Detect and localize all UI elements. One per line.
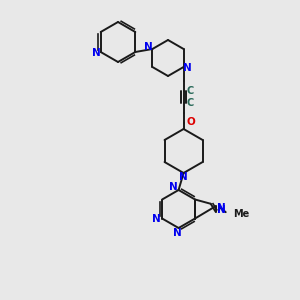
Text: N: N	[179, 172, 188, 182]
Text: C: C	[187, 86, 194, 96]
Text: Me: Me	[233, 209, 249, 219]
Text: N: N	[217, 203, 226, 213]
Text: N: N	[152, 214, 161, 224]
Text: N: N	[217, 205, 226, 215]
Text: C: C	[187, 98, 194, 108]
Text: N: N	[92, 48, 101, 58]
Text: O: O	[186, 117, 195, 127]
Text: N: N	[169, 182, 178, 192]
Text: N: N	[173, 228, 182, 238]
Text: N: N	[183, 63, 192, 73]
Text: N: N	[144, 42, 153, 52]
